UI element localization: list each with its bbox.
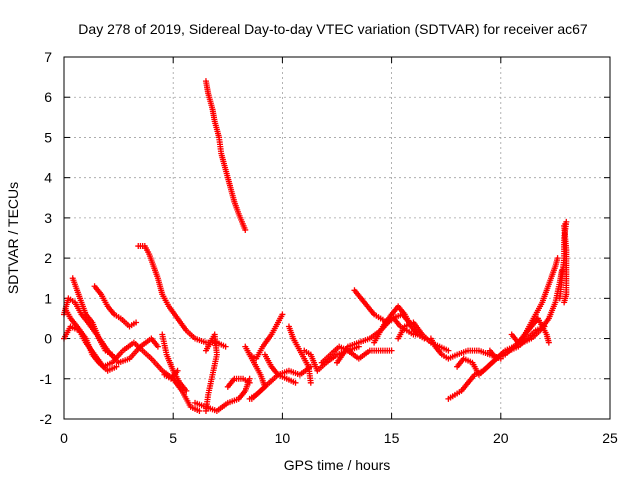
- data-point: [196, 407, 203, 414]
- data-point: [242, 226, 249, 233]
- y-tick-label: 2: [44, 250, 52, 266]
- data-point: [246, 379, 253, 386]
- series-arc-13: [242, 343, 268, 402]
- series-arc-8: [161, 367, 181, 382]
- data-point: [174, 367, 181, 374]
- x-tick-label: 10: [275, 430, 291, 446]
- series-arc-12: [224, 375, 253, 390]
- y-tick-label: -2: [40, 411, 53, 427]
- series-arc-11: [192, 375, 253, 414]
- y-tick-label: 3: [44, 210, 52, 226]
- series-arc-17: [285, 323, 314, 386]
- data-point: [113, 363, 120, 370]
- data-marks: [61, 78, 570, 414]
- series-arc-10: [202, 331, 220, 414]
- tick-layer: 0 5 10 15 20 25 -2 -1 0 1 2 3 4 5 6 7: [40, 49, 618, 446]
- x-tick-label: 20: [493, 430, 509, 446]
- chart-title: Day 278 of 2019, Sidereal Day-to-day VTE…: [78, 21, 588, 37]
- x-tick-label: 15: [384, 430, 400, 446]
- y-tick-label: 0: [44, 331, 52, 347]
- data-point: [154, 343, 161, 350]
- series-arc-27: [486, 255, 561, 362]
- series-arc-9: [202, 78, 249, 233]
- data-point: [545, 339, 552, 346]
- data-point: [183, 387, 190, 394]
- series-arc-23: [395, 319, 452, 354]
- series-arc-4: [63, 307, 120, 374]
- data-point: [292, 379, 299, 386]
- data-point: [109, 351, 116, 358]
- data-point: [388, 347, 395, 354]
- y-axis-label: SDTVAR / TECUs: [5, 182, 21, 294]
- y-tick-label: 6: [44, 89, 52, 105]
- series-arc-5: [91, 283, 140, 330]
- y-tick-label: -1: [40, 371, 53, 387]
- series-arc-16: [261, 351, 299, 386]
- x-tick-label: 25: [602, 430, 618, 446]
- y-tick-label: 7: [44, 49, 52, 65]
- x-axis-label: GPS time / hours: [284, 457, 391, 473]
- data-point: [279, 311, 286, 318]
- plot-frame: [63, 56, 611, 420]
- x-tick-label: 0: [60, 430, 68, 446]
- series-arc-14: [246, 311, 286, 362]
- y-tick-label: 1: [44, 290, 52, 306]
- data-point: [307, 379, 314, 386]
- y-tick-label: 5: [44, 129, 52, 145]
- series-arc-3: [69, 275, 116, 358]
- series-arc-29: [508, 315, 552, 346]
- x-tick-label: 5: [169, 430, 177, 446]
- data-point: [133, 319, 140, 326]
- data-point: [222, 343, 229, 350]
- data-point: [445, 347, 452, 354]
- y-tick-label: 4: [44, 170, 52, 186]
- data-point: [561, 299, 568, 306]
- series-arc-28: [556, 218, 570, 306]
- data-point: [554, 255, 561, 262]
